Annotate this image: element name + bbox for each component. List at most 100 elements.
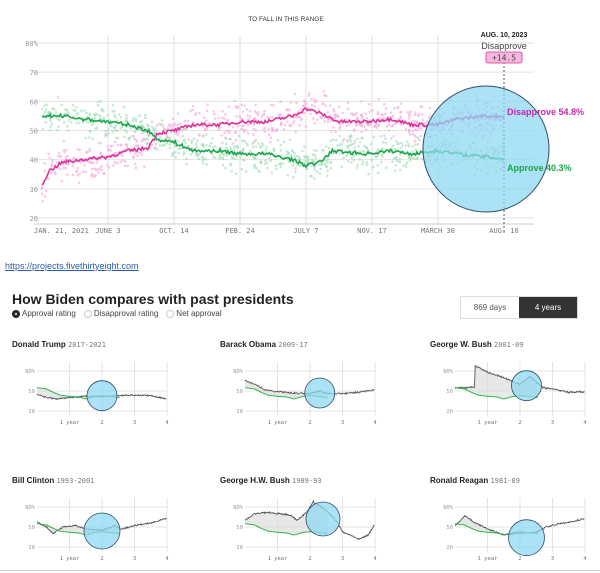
- poll-dot: [367, 123, 370, 127]
- poll-dot: [214, 145, 217, 148]
- poll-dot: [381, 140, 385, 144]
- poll-dot: [262, 113, 265, 117]
- poll-dot: [201, 159, 205, 162]
- poll-dot: [191, 104, 195, 108]
- poll-dot: [235, 106, 239, 110]
- poll-dot: [111, 130, 115, 134]
- poll-dot: [310, 97, 314, 101]
- poll-dot: [289, 101, 293, 104]
- poll-dot: [393, 147, 397, 151]
- poll-dot: [134, 117, 137, 121]
- poll-dot: [40, 192, 44, 196]
- president-title: Barack Obama 2009-17: [220, 340, 308, 349]
- poll-dot: [151, 120, 154, 124]
- poll-dot: [119, 160, 123, 164]
- poll-dot: [399, 146, 402, 150]
- poll-dot: [62, 139, 66, 143]
- poll-dot: [247, 123, 250, 126]
- small-chart-george-w-bush: 80% 50 20 1 year 2 3 4: [443, 362, 587, 426]
- source-link[interactable]: https://projects.fivethirtyeight.com: [5, 261, 139, 271]
- poll-dot: [326, 169, 329, 172]
- poll-dot: [99, 100, 103, 103]
- y-tick-label: 50: [446, 389, 453, 395]
- poll-dot: [253, 110, 257, 113]
- poll-dot: [64, 155, 68, 159]
- poll-dot: [305, 105, 309, 109]
- poll-dot: [292, 175, 295, 179]
- poll-dot: [411, 150, 414, 153]
- poll-dot: [298, 164, 302, 168]
- x-tick-label: 3: [133, 556, 136, 562]
- poll-dot: [253, 156, 256, 160]
- poll-dot: [90, 173, 94, 177]
- poll-dot: [333, 116, 337, 120]
- x-tick-label: 2: [518, 556, 521, 562]
- toggle-4-years[interactable]: 4 years: [519, 297, 577, 318]
- poll-dot: [365, 146, 368, 150]
- y-tick-label: 80%: [25, 369, 36, 375]
- poll-dot: [360, 130, 363, 134]
- poll-dot: [376, 171, 380, 175]
- poll-dot: [213, 117, 217, 120]
- poll-dot: [212, 155, 215, 159]
- poll-dot: [96, 100, 100, 104]
- poll-dot: [231, 156, 235, 160]
- x-tick-label: 4: [165, 556, 169, 562]
- poll-dot: [143, 137, 146, 140]
- x-tick-label: 2: [518, 420, 521, 426]
- poll-dot: [198, 134, 201, 137]
- poll-dot: [71, 173, 75, 177]
- poll-dot: [338, 143, 342, 146]
- poll-dot: [154, 142, 158, 146]
- poll-dot: [50, 163, 53, 166]
- radio-disapproval[interactable]: Disapproval rating: [83, 309, 158, 318]
- poll-dot: [267, 128, 270, 131]
- poll-dot: [49, 119, 52, 122]
- poll-dot: [288, 138, 292, 141]
- poll-dot: [261, 144, 265, 147]
- poll-dot: [398, 160, 402, 164]
- poll-dot: [267, 156, 271, 160]
- poll-dot: [275, 128, 279, 132]
- poll-dot: [263, 126, 267, 130]
- x-tick-label: OCT. 14: [159, 227, 189, 235]
- poll-dot: [50, 171, 53, 175]
- y-tick-label: 80%: [233, 369, 244, 375]
- poll-dot: [93, 116, 96, 120]
- poll-dot: [356, 163, 360, 167]
- poll-dot: [329, 166, 333, 170]
- poll-dot: [342, 156, 345, 160]
- poll-dot: [241, 124, 245, 127]
- x-tick-label: 1 year: [268, 556, 289, 562]
- poll-dot: [295, 116, 299, 119]
- poll-dot: [171, 123, 174, 127]
- poll-dot: [254, 128, 258, 132]
- poll-dot: [336, 144, 339, 147]
- poll-dot: [269, 136, 273, 140]
- poll-dot: [328, 104, 332, 107]
- x-tick-label: 3: [341, 556, 344, 562]
- x-tick-label: 4: [165, 420, 169, 426]
- poll-dot: [414, 128, 417, 131]
- poll-dot: [202, 116, 206, 120]
- toggle-869-days[interactable]: 869 days: [473, 303, 507, 312]
- poll-dot: [361, 160, 365, 163]
- poll-dot: [76, 166, 80, 170]
- poll-dot: [390, 124, 394, 128]
- compare-heading: How Biden compares with past presidents: [12, 291, 294, 307]
- poll-dot: [382, 102, 386, 106]
- poll-dot: [374, 124, 377, 128]
- poll-dot: [100, 108, 103, 112]
- poll-dot: [44, 121, 47, 124]
- poll-dot: [285, 154, 289, 157]
- poll-dot: [120, 154, 124, 158]
- highlight-circle: [508, 519, 545, 557]
- poll-dot: [339, 152, 342, 156]
- radio-net[interactable]: Net approval: [166, 309, 222, 318]
- radio-approval[interactable]: Approval rating: [12, 309, 76, 318]
- poll-dot: [364, 112, 367, 115]
- poll-dot: [365, 116, 369, 120]
- poll-dot: [254, 138, 257, 142]
- poll-dot: [398, 168, 402, 172]
- poll-dot: [115, 136, 118, 140]
